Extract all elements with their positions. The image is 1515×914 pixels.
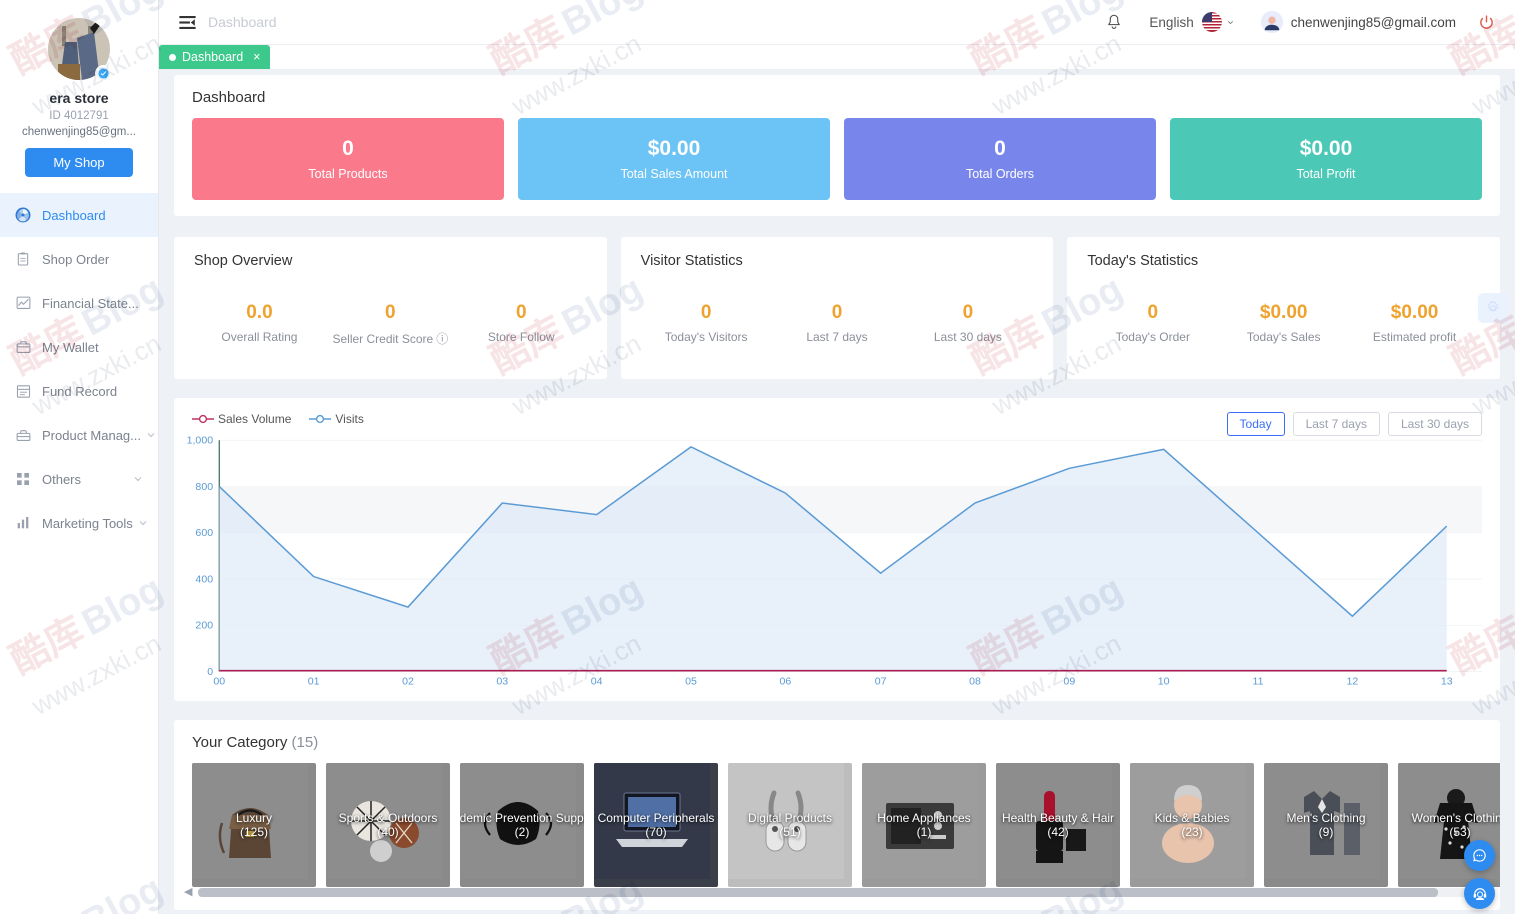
svg-text:05: 05 bbox=[685, 677, 697, 688]
svg-text:01: 01 bbox=[308, 677, 320, 688]
svg-text:03: 03 bbox=[496, 677, 508, 688]
svg-text:800: 800 bbox=[195, 482, 213, 493]
svg-text:09: 09 bbox=[1063, 677, 1075, 688]
svg-text:0: 0 bbox=[207, 667, 213, 678]
svg-text:06: 06 bbox=[779, 677, 791, 688]
svg-text:13: 13 bbox=[1441, 677, 1453, 688]
svg-text:1,000: 1,000 bbox=[187, 436, 214, 447]
svg-text:02: 02 bbox=[402, 677, 414, 688]
svg-text:07: 07 bbox=[875, 677, 887, 688]
svg-text:04: 04 bbox=[591, 677, 603, 688]
svg-text:600: 600 bbox=[195, 528, 213, 539]
svg-text:00: 00 bbox=[213, 677, 225, 688]
svg-text:08: 08 bbox=[969, 677, 981, 688]
svg-text:12: 12 bbox=[1346, 677, 1358, 688]
svg-text:400: 400 bbox=[195, 575, 213, 586]
svg-text:200: 200 bbox=[195, 621, 213, 632]
svg-text:10: 10 bbox=[1158, 677, 1170, 688]
svg-text:11: 11 bbox=[1253, 677, 1264, 688]
